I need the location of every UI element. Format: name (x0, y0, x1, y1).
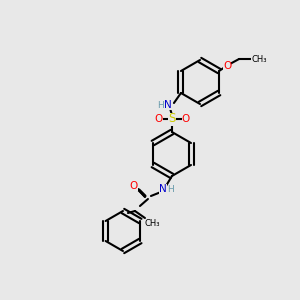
Text: H: H (168, 184, 174, 194)
Text: S: S (168, 112, 175, 125)
Text: H: H (158, 100, 164, 109)
Text: O: O (130, 181, 138, 191)
Text: O: O (223, 61, 231, 71)
Text: CH₃: CH₃ (251, 55, 267, 64)
Text: N: N (159, 184, 167, 194)
Text: CH₃: CH₃ (144, 218, 160, 227)
Text: O: O (155, 114, 163, 124)
Text: O: O (182, 114, 190, 124)
Text: N: N (164, 100, 172, 110)
